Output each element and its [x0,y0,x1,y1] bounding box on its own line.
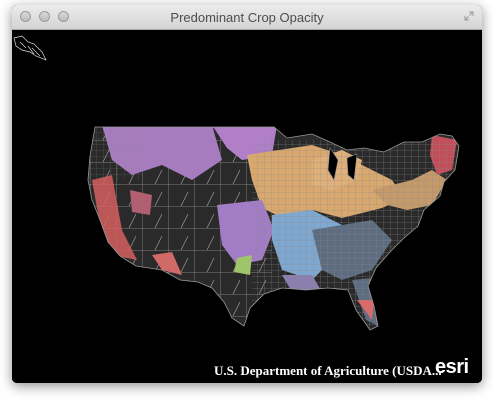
conus-outline [87,126,460,331]
close-button[interactable] [20,11,31,22]
great-lakes [327,147,358,181]
window-title: Predominant Crop Opacity [170,10,324,25]
zoom-button[interactable] [58,11,69,22]
attribution: U.S. Department of Agriculture (USDA... [214,363,442,378]
alaska [13,35,47,61]
map[interactable] [12,30,482,383]
map-canvas [12,30,482,383]
window: Predominant Crop Opacity U.S. Department… [12,5,482,383]
esri-logo: esri [435,356,469,378]
fullscreen-button[interactable] [464,11,474,21]
title-bar: Predominant Crop Opacity [12,5,482,30]
minimize-button[interactable] [39,11,50,22]
